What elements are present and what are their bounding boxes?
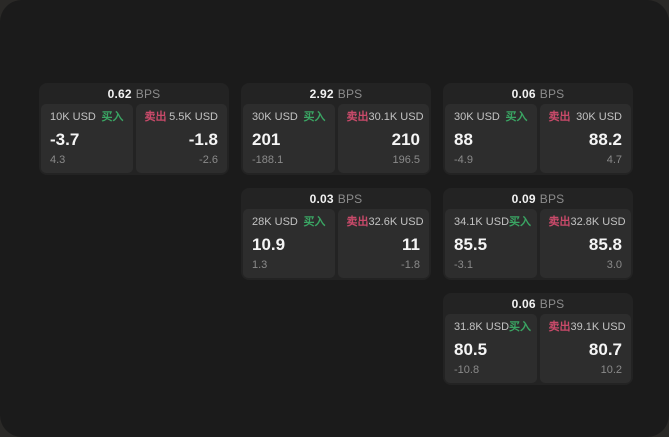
quote-card: 0.62 BPS 10K USD 买入 -3.7 4.3 卖出 5.5K USD: [39, 83, 229, 175]
quote-card: 0.06 BPS 30K USD 买入 88 -4.9 卖出 30K USD: [443, 83, 633, 175]
sell-price: 88.2: [588, 129, 622, 149]
sell-secondary-value: 10.2: [600, 364, 622, 376]
bid-ask-panels: 28K USD 买入 10.9 1.3 卖出 32.6K USD 11 -1.8: [243, 209, 429, 278]
bid-ask-panels: 10K USD 买入 -3.7 4.3 卖出 5.5K USD -1.8 -2.…: [41, 104, 227, 173]
buy-amount-label: 30K USD: [454, 111, 500, 123]
buy-quote-panel[interactable]: 30K USD 买入 201 -188.1: [243, 104, 335, 173]
buy-price: 88: [454, 129, 473, 149]
sell-amount-label: 5.5K USD: [169, 111, 218, 123]
bps-value: 0.06: [511, 86, 536, 101]
sell-side-label: 卖出: [548, 111, 571, 123]
buy-side-label: 买入: [303, 216, 326, 228]
buy-quote-panel[interactable]: 34.1K USD 买入 85.5 -3.1: [445, 209, 537, 278]
buy-secondary-value: -3.1: [454, 259, 473, 271]
sell-amount-label: 39.1K USD: [570, 321, 626, 333]
sell-secondary-value: -2.6: [199, 154, 218, 166]
sell-amount-label: 30K USD: [576, 111, 622, 123]
buy-price: 80.5: [454, 339, 488, 359]
buy-secondary-value: -4.9: [454, 154, 473, 166]
sell-quote-panel[interactable]: 卖出 32.8K USD 85.8 3.0: [539, 209, 631, 278]
buy-side-label: 买入: [303, 111, 326, 123]
sell-quote-panel[interactable]: 卖出 32.6K USD 11 -1.8: [337, 209, 429, 278]
bps-value: 0.09: [511, 191, 536, 206]
bid-ask-panels: 31.8K USD 买入 80.5 -10.8 卖出 39.1K USD 80.…: [445, 314, 631, 383]
sell-side-label: 卖出: [144, 111, 167, 123]
bps-unit-label: BPS: [337, 191, 363, 206]
quote-tiles-grid: 0.62 BPS 10K USD 买入 -3.7 4.3 卖出 5.5K USD: [39, 83, 633, 385]
buy-amount-label: 30K USD: [252, 111, 298, 123]
buy-side-label: 买入: [509, 216, 532, 228]
buy-amount-label: 10K USD: [50, 111, 96, 123]
buy-secondary-value: -188.1: [252, 154, 284, 166]
buy-amount-label: 34.1K USD: [454, 216, 510, 228]
bps-unit-label: BPS: [337, 86, 363, 101]
buy-price: 85.5: [454, 234, 488, 254]
bps-unit-label: BPS: [539, 191, 565, 206]
buy-secondary-value: 4.3: [50, 154, 66, 166]
bps-spread-header: 0.62 BPS: [41, 83, 227, 104]
buy-side-label: 买入: [505, 111, 528, 123]
sell-quote-panel[interactable]: 卖出 5.5K USD -1.8 -2.6: [135, 104, 227, 173]
quote-card: 0.09 BPS 34.1K USD 买入 85.5 -3.1 卖出 32.8K…: [443, 188, 633, 280]
buy-secondary-value: -10.8: [454, 364, 480, 376]
bid-ask-panels: 30K USD 买入 201 -188.1 卖出 30.1K USD 210 1…: [243, 104, 429, 173]
sell-side-label: 卖出: [346, 216, 369, 228]
bps-unit-label: BPS: [539, 86, 565, 101]
sell-secondary-value: 3.0: [606, 259, 622, 271]
sell-amount-label: 30.1K USD: [368, 111, 424, 123]
bps-spread-header: 0.09 BPS: [445, 188, 631, 209]
sell-quote-panel[interactable]: 卖出 30K USD 88.2 4.7: [539, 104, 631, 173]
quote-card: 0.06 BPS 31.8K USD 买入 80.5 -10.8 卖出 39.1…: [443, 293, 633, 385]
sell-secondary-value: -1.8: [401, 259, 420, 271]
quote-card: 2.92 BPS 30K USD 买入 201 -188.1 卖出 30.1K …: [241, 83, 431, 175]
sell-price: 11: [402, 234, 420, 254]
bps-unit-label: BPS: [539, 296, 565, 311]
bid-ask-panels: 30K USD 买入 88 -4.9 卖出 30K USD 88.2 4.7: [445, 104, 631, 173]
buy-side-label: 买入: [509, 321, 532, 333]
buy-price: 201: [252, 129, 281, 149]
buy-amount-label: 28K USD: [252, 216, 298, 228]
buy-side-label: 买入: [101, 111, 124, 123]
sell-price: 210: [391, 129, 420, 149]
buy-secondary-value: 1.3: [252, 259, 268, 271]
sell-price: 80.7: [588, 339, 622, 359]
sell-price: -1.8: [188, 129, 218, 149]
bps-value: 0.62: [107, 86, 132, 101]
buy-quote-panel[interactable]: 10K USD 买入 -3.7 4.3: [41, 104, 133, 173]
bps-spread-header: 0.06 BPS: [445, 293, 631, 314]
bps-spread-header: 0.03 BPS: [243, 188, 429, 209]
buy-price: 10.9: [252, 234, 286, 254]
sell-quote-panel[interactable]: 卖出 39.1K USD 80.7 10.2: [539, 314, 631, 383]
sell-side-label: 卖出: [548, 321, 571, 333]
bps-spread-header: 0.06 BPS: [445, 83, 631, 104]
bps-unit-label: BPS: [135, 86, 161, 101]
buy-price: -3.7: [50, 129, 80, 149]
sell-quote-panel[interactable]: 卖出 30.1K USD 210 196.5: [337, 104, 429, 173]
bps-value: 0.06: [511, 296, 536, 311]
sell-secondary-value: 196.5: [392, 154, 420, 166]
sell-amount-label: 32.8K USD: [570, 216, 626, 228]
sell-side-label: 卖出: [346, 111, 369, 123]
bps-value: 0.03: [309, 191, 334, 206]
bid-ask-panels: 34.1K USD 买入 85.5 -3.1 卖出 32.8K USD 85.8…: [445, 209, 631, 278]
bps-value: 2.92: [309, 86, 334, 101]
buy-quote-panel[interactable]: 30K USD 买入 88 -4.9: [445, 104, 537, 173]
sell-secondary-value: 4.7: [606, 154, 622, 166]
quote-card: 0.03 BPS 28K USD 买入 10.9 1.3 卖出 32.6K US…: [241, 188, 431, 280]
bps-spread-header: 2.92 BPS: [243, 83, 429, 104]
buy-quote-panel[interactable]: 31.8K USD 买入 80.5 -10.8: [445, 314, 537, 383]
sell-side-label: 卖出: [548, 216, 571, 228]
buy-amount-label: 31.8K USD: [454, 321, 510, 333]
sell-price: 85.8: [588, 234, 622, 254]
sell-amount-label: 32.6K USD: [368, 216, 424, 228]
buy-quote-panel[interactable]: 28K USD 买入 10.9 1.3: [243, 209, 335, 278]
